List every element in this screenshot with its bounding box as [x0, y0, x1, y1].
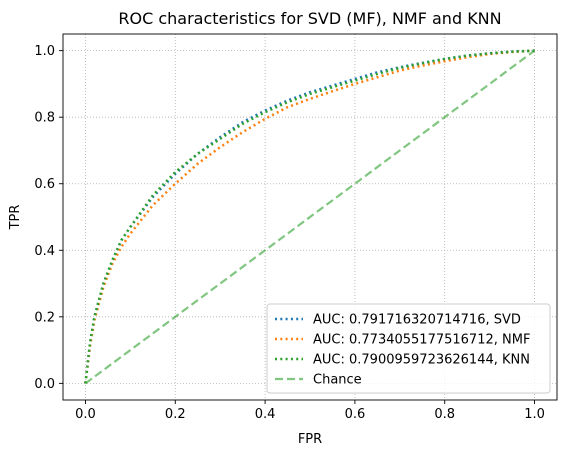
- x-tick-label-0: 0.0: [75, 407, 96, 422]
- x-tick-label-1: 0.2: [165, 407, 186, 422]
- series-line-2: [84, 49, 535, 384]
- y-tick-label-1: 0.2: [34, 310, 55, 325]
- x-tick-label-5: 1.0: [524, 407, 545, 422]
- chart-title: ROC characteristics for SVD (MF), NMF an…: [118, 9, 501, 28]
- legend-label-2: AUC: 0.7900959723626144, KNN: [313, 353, 530, 368]
- x-axis-title: FPR: [298, 432, 322, 447]
- legend-label-1: AUC: 0.7734055177516712, NMF: [313, 333, 530, 348]
- y-tick-label-3: 0.6: [34, 177, 55, 192]
- y-tick-label-0: 0.0: [34, 377, 55, 392]
- x-tick-label-3: 0.6: [345, 407, 366, 422]
- legend-box: [266, 303, 551, 394]
- x-tick-label-2: 0.4: [255, 407, 276, 422]
- legend-label-3: Chance: [313, 373, 362, 388]
- y-tick-label-2: 0.4: [34, 244, 55, 259]
- series-line-chance: [84, 49, 536, 385]
- plot-area: 0.0 0.2 0.4 0.6 0.8 1.0 0.0 0.2 0.4 0.6 0.8 1.0: [34, 33, 558, 422]
- x-tick-label-4: 0.8: [434, 407, 455, 422]
- y-tick-label-5: 1.0: [34, 44, 55, 59]
- axes-frame: [62, 33, 558, 401]
- legend: AUC: 0.791716320714716, SVD AUC: 0.773405…: [266, 303, 551, 394]
- y-tick-label-4: 0.8: [34, 111, 55, 126]
- legend-label-0: AUC: 0.791716320714716, SVD: [313, 313, 521, 328]
- series-line-0: [84, 49, 535, 384]
- y-axis-title: TPR: [8, 205, 23, 231]
